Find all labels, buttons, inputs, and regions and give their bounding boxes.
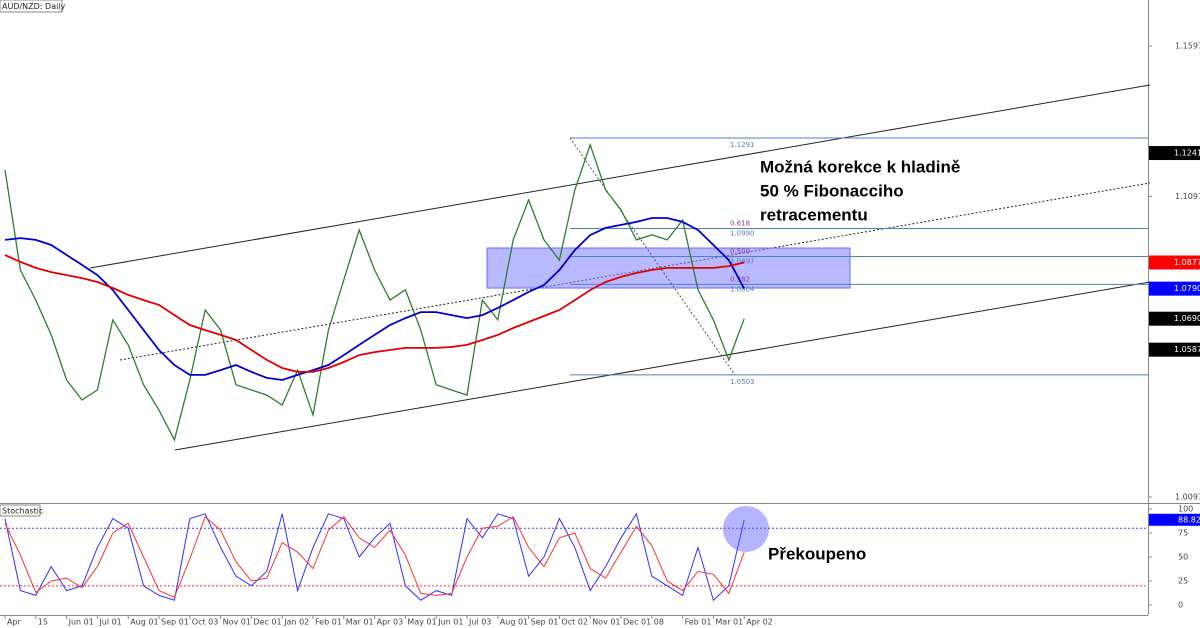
x-tick-label: Aug 01 bbox=[130, 618, 158, 627]
y-tick-label: 1.1097 bbox=[1175, 192, 1200, 201]
x-tick-label: Jan 02 bbox=[283, 618, 309, 627]
channel-line bbox=[89, 84, 1151, 269]
series-line bbox=[4, 512, 745, 602]
y-tick-label: 0 bbox=[1178, 601, 1183, 610]
x-tick-label: 08 bbox=[654, 618, 664, 627]
series-line bbox=[4, 254, 745, 373]
fib-price: 1.0897 bbox=[730, 257, 755, 265]
fib-ratio: 0.618 bbox=[730, 219, 750, 227]
price-tag-label: 1.0690 bbox=[1174, 314, 1200, 323]
x-tick-label: Dec 01 bbox=[253, 618, 281, 627]
x-tick-label: Dec 01 bbox=[623, 618, 651, 627]
x-tick-label: Sep 01 bbox=[531, 618, 559, 627]
plot-layer: 1.12910.6181.09900.5001.08970.3821.08041… bbox=[0, 42, 1200, 627]
x-tick-label: May 01 bbox=[407, 618, 436, 627]
series-line bbox=[4, 142, 745, 442]
price-tag-label: 1.1241 bbox=[1174, 149, 1200, 158]
price-tag-label: 1.0790 bbox=[1174, 284, 1200, 293]
value-tag-label: 88.82 bbox=[1178, 515, 1200, 524]
title-box bbox=[0, 0, 63, 13]
x-tick-label: Jul 03 bbox=[468, 618, 491, 627]
y-tick-label: 100 bbox=[1178, 505, 1193, 514]
annotation: Možná korekce k hladině bbox=[760, 157, 960, 176]
price-tag bbox=[1149, 342, 1200, 357]
annotation: Překoupeno bbox=[768, 544, 866, 563]
stochastic-title-box bbox=[0, 504, 41, 517]
price-tag-label: 1.0587 bbox=[1174, 345, 1200, 354]
annotation: 50 % Fibonacciho bbox=[760, 181, 904, 200]
x-tick-label: Feb 01 bbox=[315, 618, 342, 627]
x-tick-label: Nov 01 bbox=[223, 618, 251, 627]
price-tag bbox=[1149, 281, 1200, 296]
highlight-circle bbox=[723, 506, 769, 552]
x-tick-label: Feb 01 bbox=[685, 618, 712, 627]
x-tick-label: Apr bbox=[7, 618, 22, 627]
fib-trend bbox=[569, 137, 736, 376]
x-tick-label: Jun 01 bbox=[68, 618, 94, 627]
price-tag bbox=[1149, 311, 1200, 326]
x-tick-label: Oct 03 bbox=[192, 618, 219, 627]
series-line bbox=[4, 515, 745, 598]
x-tick-label: Mar 01 bbox=[346, 618, 374, 627]
fib-price: 1.1291 bbox=[730, 141, 755, 149]
x-tick-label: Apr 03 bbox=[377, 618, 404, 627]
fib-price: 1.0804 bbox=[730, 285, 755, 293]
chart-title: AUD/NZD: Daily bbox=[2, 2, 66, 11]
y-tick-label: 25 bbox=[1178, 577, 1188, 586]
x-tick-label: Nov 01 bbox=[592, 618, 620, 627]
y-tick-label: 1.1597 bbox=[1175, 42, 1200, 51]
stochastic-title: Stochastic bbox=[2, 507, 43, 516]
x-tick-label: Mar 01 bbox=[715, 618, 743, 627]
x-tick-label: Apr 02 bbox=[746, 618, 773, 627]
x-tick-label: Aug 01 bbox=[500, 618, 528, 627]
y-tick-label: 1.0097 bbox=[1175, 492, 1200, 501]
price-tag-label: 1.0877 bbox=[1174, 258, 1200, 267]
x-tick-label: Sep 01 bbox=[161, 618, 189, 627]
y-tick-label: 75 bbox=[1178, 529, 1188, 538]
fib-ratio: 0.500 bbox=[730, 247, 750, 255]
x-tick-label: 15 bbox=[38, 618, 48, 627]
annotation: retracementu bbox=[760, 205, 868, 224]
value-tag bbox=[1149, 513, 1200, 526]
price-tag bbox=[1149, 255, 1200, 270]
fib-price: 1.0990 bbox=[730, 229, 755, 237]
x-tick-label: Oct 02 bbox=[561, 618, 588, 627]
x-tick-label: Jun 01 bbox=[437, 618, 463, 627]
x-tick-label: Jul 01 bbox=[98, 618, 121, 627]
y-tick-label: 50 bbox=[1178, 553, 1188, 562]
fib-price: 1.0503 bbox=[730, 378, 755, 386]
series-line bbox=[4, 217, 745, 381]
channel-line bbox=[174, 281, 1151, 451]
price-tag bbox=[1149, 146, 1200, 161]
